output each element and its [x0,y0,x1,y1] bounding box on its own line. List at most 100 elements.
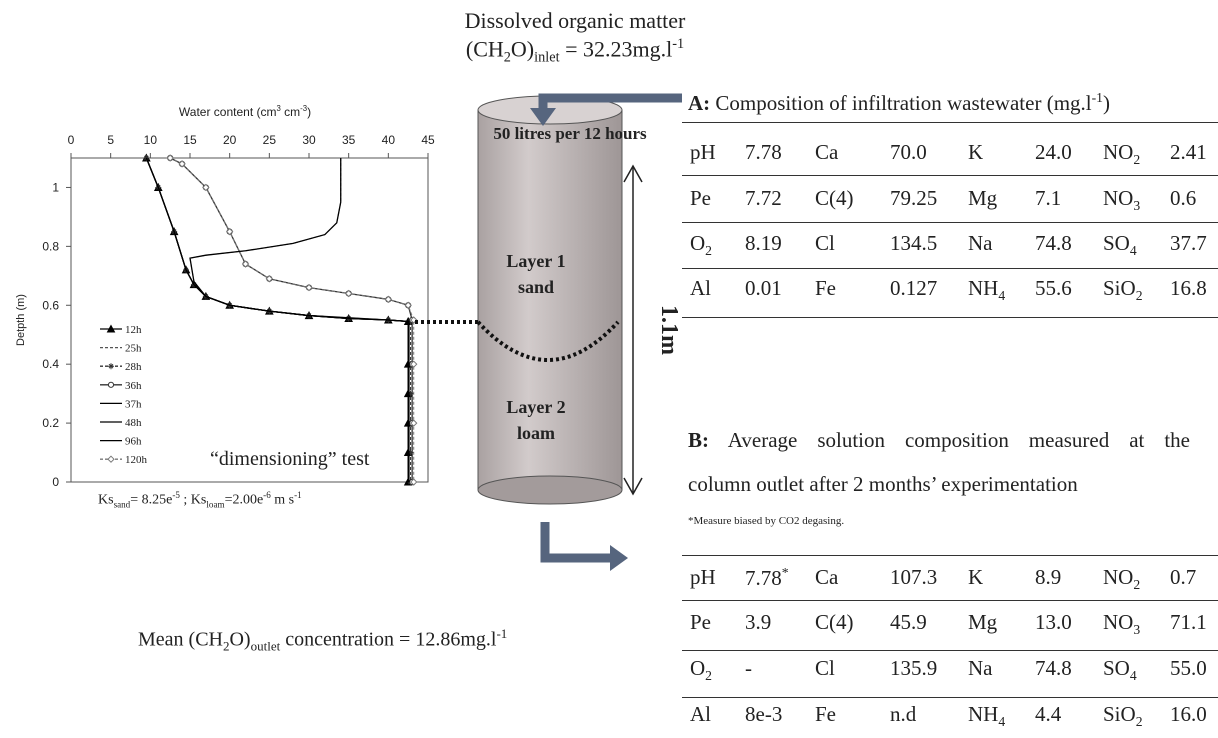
table-cell: Ca [815,565,838,590]
text: Layer 2 [506,394,565,420]
text: ) [307,105,311,119]
table-cell: 71.1 [1170,610,1207,635]
y-tick-label: 0.6 [42,298,59,312]
table-cell: C(4) [815,186,854,211]
table-cell: Al [690,702,711,727]
text: -1 [496,626,507,641]
marker [108,363,114,369]
test-label: “dimensioning” test [210,448,369,471]
text: loam [506,420,565,446]
text: -1 [294,490,302,500]
table-cell: 74.8 [1035,231,1072,256]
table-cell: 2.41 [1170,140,1207,165]
x-tick-label: 10 [144,133,158,147]
table-cell: 16.0 [1170,702,1207,727]
x-tick-label: 0 [68,133,75,147]
text: Layer 1 [506,248,565,274]
x-tick-label: 15 [183,133,197,147]
text: Water content (cm [179,105,277,119]
table-cell: SO4 [1103,656,1137,684]
table-cell: Ca [815,140,838,165]
text: m s [271,493,294,508]
text: sand [506,274,565,300]
table-cell: - [745,656,752,681]
table-cell: 70.0 [890,140,927,165]
table-cell: 7.1 [1035,186,1061,211]
table-cell: 0.7 [1170,565,1196,590]
table-cell: 8e-3 [745,702,782,727]
table-cell: Mg [968,186,997,211]
table-cell: Mg [968,610,997,635]
height-label: 1.1m [656,305,682,355]
table-rule [682,317,1218,318]
text: ; Ks [180,493,206,508]
outlet-arrow [545,522,612,558]
text: 2 [504,50,511,66]
table-cell: 7.72 [745,186,782,211]
table-cell: Fe [815,276,836,301]
table-rule [682,555,1218,556]
table-cell: Pe [690,186,711,211]
table-cell: 7.78 [745,140,782,165]
legend-label: 96h [125,436,142,448]
legend-label: 37h [125,398,142,410]
page: 05101520253035404500.20.40.60.81Detpth (… [0,0,1218,738]
text: Mean (CH [138,629,223,651]
series-line [146,158,409,482]
table-cell: 0.127 [890,276,937,301]
table-cell: 8.9 [1035,565,1061,590]
text: (CH [466,36,504,61]
outlet-arrow-head [610,545,628,571]
table-cell: 55.6 [1035,276,1072,301]
table-cell: 13.0 [1035,610,1072,635]
marker [108,456,114,462]
table-cell: NO3 [1103,610,1140,638]
text: Composition of infiltration wastewater (… [710,91,1091,115]
y-tick-label: 0.4 [42,357,59,371]
table-cell: NO2 [1103,140,1140,168]
x-tick-label: 35 [342,133,356,147]
text: ) [1103,91,1110,115]
table-cell: SiO2 [1103,276,1143,304]
table-cell: 107.3 [890,565,937,590]
table-cell: Al [690,276,711,301]
table-rule [682,600,1218,601]
text: inlet [534,50,559,66]
layer-label: Layer 2loam [506,394,565,446]
y-axis-title: Detpth (m) [15,294,27,346]
table-b-note: *Measure biased by CO2 degasing. [688,515,844,527]
table-cell: 0.6 [1170,186,1196,211]
text: = 8.25e [130,493,172,508]
text: A: [688,91,710,115]
legend-label: 36h [125,380,142,392]
table-cell: NH4 [968,702,1005,730]
text: cm [281,105,300,119]
outlet-text: Mean (CH2O)outlet concentration = 12.86m… [138,626,507,655]
series-line [146,158,408,482]
table-cell: Pe [690,610,711,635]
x-tick-label: 30 [302,133,316,147]
table-b-title: B: Average solution composition measured… [688,428,1190,453]
table-cell: C(4) [815,610,854,635]
text: Ks [98,493,114,508]
ks-label: Kssand= 8.25e-5 ; Ksloam=2.00e-6 m s-1 [98,490,302,509]
x-tick-label: 45 [421,133,435,147]
table-cell: O2 [690,231,712,259]
text: -1 [672,36,684,52]
x-tick-label: 20 [223,133,237,147]
text: B: [688,428,709,452]
table-cell: 79.25 [890,186,937,211]
table-cell: 134.5 [890,231,937,256]
table-cell: 74.8 [1035,656,1072,681]
table-cell: pH [690,140,716,165]
table-cell: NH4 [968,276,1005,304]
text: sand [114,499,131,509]
text: = 32.23mg.l [560,36,673,61]
text: loam [206,499,224,509]
table-cell: SO4 [1103,231,1137,259]
table-cell: NO3 [1103,186,1140,214]
table-cell: 55.0 [1170,656,1207,681]
marker [108,382,113,387]
table-cell: 0.01 [745,276,782,301]
